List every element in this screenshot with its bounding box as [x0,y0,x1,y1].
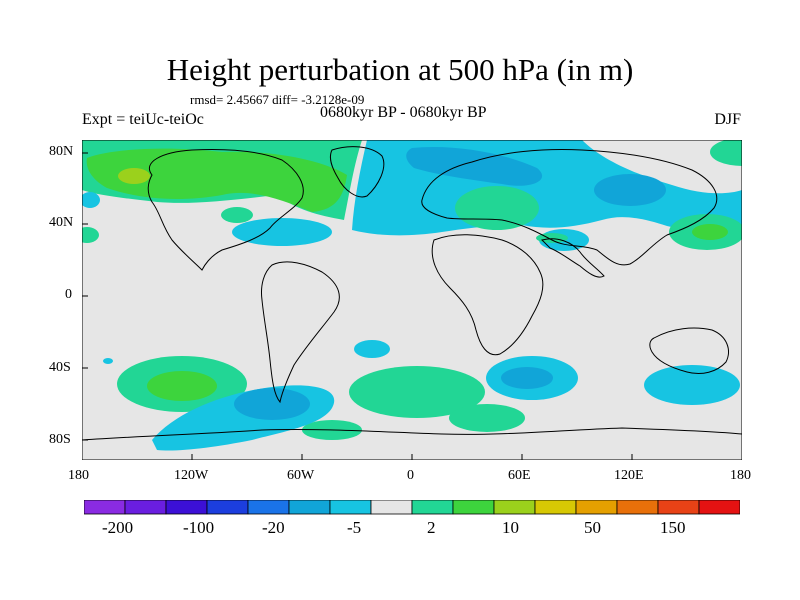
season-label: DJF [714,111,741,128]
lon-label-120w: 120W [174,468,209,483]
lon-label-60e: 60E [508,468,531,483]
coast-north-america [147,149,304,271]
colorbar-label-neg100: -100 [183,518,215,537]
stats-line: rmsd= 2.45667 diff= -3.2128e-09 [190,92,365,107]
world-map [82,140,742,460]
lat-label-eq: 0 [65,287,72,302]
neg-region-south-america-core [234,388,310,420]
neg-region-asia-core [594,174,666,206]
lat-label-80n: 80N [49,144,74,159]
neg-region-south-of-australia [644,365,740,405]
colorbar-swatch [534,500,577,515]
colorbar-swatch [165,500,208,515]
pos-region-gulf [221,207,253,223]
colorbar-label-150: 150 [660,518,686,537]
neg-region-west-pacific [82,192,100,208]
pos-region-north-america-peak [118,168,150,184]
colorbar-swatch [575,500,618,515]
colorbar-label-10: 10 [502,518,519,537]
coast-europe-asia [421,149,718,266]
lon-label-0: 0 [407,468,414,483]
lon-label-60w: 60W [287,468,315,483]
coast-south-america [261,261,340,404]
pos-region-north-america-core [86,148,347,212]
pos-region-south-pacific-core [147,371,217,401]
colorbar-swatch [452,500,495,515]
coast-india-arabia [541,238,605,278]
coast-africa [431,234,544,356]
plot-title: Height perturbation at 500 hPa (in m) [166,52,634,87]
pos-region-arctic-east [710,140,742,166]
lon-label-120e: 120E [614,468,644,483]
coast-antarctica [82,427,742,441]
colorbar-swatch [493,500,536,515]
colorbar-swatch [247,500,290,515]
lon-label-180e: 180 [730,468,751,483]
lat-label-80s: 80S [49,432,71,447]
colorbar-swatch [206,500,249,515]
pos-region-south-ocean [449,404,525,432]
lat-label-40n: 40N [49,215,74,230]
period-label: 0680kyr BP - 0680kyr BP [320,104,487,121]
pos-region-pacific-edge [82,227,99,243]
neg-region-eurasia-core [406,146,543,186]
pos-region-south-atlantic [349,366,485,418]
coast-australia [649,327,729,375]
neg-region-atlantic [232,218,332,246]
colorbar-swatch [84,500,126,515]
colorbar-swatch [657,500,700,515]
lat-label-40s: 40S [49,360,71,375]
colorbar-label-50: 50 [584,518,601,537]
colorbar-label-2: 2 [427,518,436,537]
colorbar-label-neg200: -200 [102,518,134,537]
neg-region-indian-ocean-core [501,367,553,389]
colorbar-swatch [370,500,413,515]
colorbar [84,500,740,515]
colorbar-swatch [288,500,331,515]
lon-label-180w: 180 [68,468,89,483]
coast-greenland [329,146,385,198]
neg-region-south-atlantic-small [354,340,390,358]
colorbar-swatch [411,500,454,515]
colorbar-swatch [124,500,167,515]
pos-region-europe [455,186,539,230]
colorbar-label-neg20: -20 [262,518,285,537]
colorbar-label-neg5: -5 [347,518,362,537]
neg-region-south-pacific-small [103,358,113,364]
pos-region-north-pacific-core [692,224,728,240]
colorbar-swatch [698,500,740,515]
experiment-label: Expt = teiUc-teiOc [82,111,204,128]
colorbar-swatch [616,500,659,515]
colorbar-swatch [329,500,372,515]
